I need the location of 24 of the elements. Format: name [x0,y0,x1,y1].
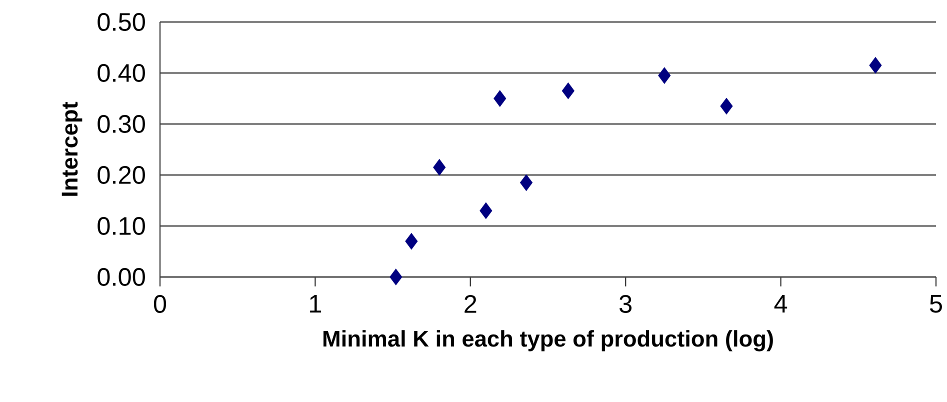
y-axis-title: Intercept [62,102,82,196]
x-tick-label: 5 [930,295,942,313]
point [720,98,733,114]
point [433,159,446,176]
point [494,90,506,107]
point [390,268,402,286]
x-tick-label: 4 [774,295,788,312]
x-tick-label: 1 [310,295,321,312]
y-tick-label: 0.20 [98,166,145,184]
point [562,82,574,100]
y-tick-label: 0.10 [98,217,145,235]
y-tick-label: 0.30 [98,115,145,133]
y-tick-label: 0.50 [98,13,145,31]
x-axis-title: Minimal K in each type of production (log) [323,330,773,352]
point [520,174,533,191]
y-tick-label: 0.40 [98,64,145,82]
x-tick-label: 0 [154,295,166,313]
point [658,67,671,84]
y-tick-label: 0.00 [98,268,145,286]
x-tick-label: 3 [620,295,632,313]
point [480,202,492,219]
point [405,233,418,250]
point [869,57,882,74]
x-tick-label: 2 [464,295,476,313]
